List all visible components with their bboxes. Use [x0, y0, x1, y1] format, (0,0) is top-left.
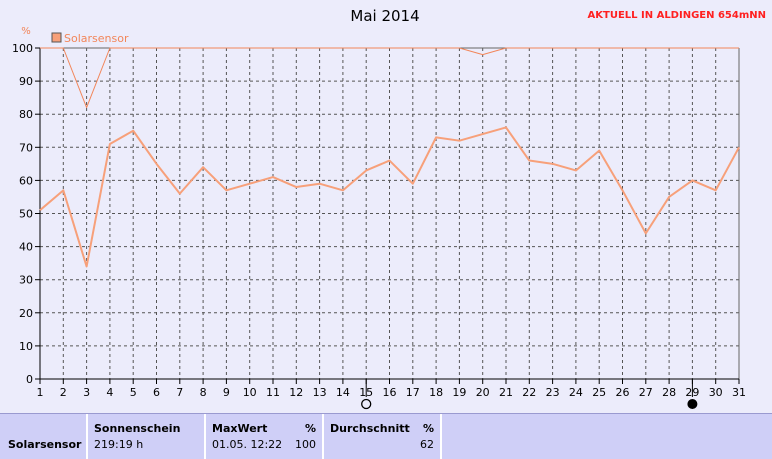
- y-tick-label: 100: [12, 42, 33, 55]
- maxwert-value: 100: [295, 438, 316, 451]
- x-tick-label: 25: [592, 386, 606, 399]
- y-tick-label: 50: [19, 208, 33, 221]
- x-tick-label: 21: [499, 386, 513, 399]
- maxwert-date: 01.05. 12:22: [212, 438, 283, 451]
- x-tick-label: 20: [476, 386, 490, 399]
- x-tick-label: 3: [83, 386, 90, 399]
- y-tick-label: 10: [19, 340, 33, 353]
- y-tick-label: 60: [19, 174, 33, 187]
- stats-row-label: Solarsensor: [8, 438, 82, 451]
- y-tick-label: 90: [19, 75, 33, 88]
- durchschnitt-unit: %: [422, 422, 434, 435]
- x-tick-label: 7: [176, 386, 183, 399]
- sonnenschein-value: 219:19 h: [94, 438, 144, 451]
- y-axis-unit: %: [21, 26, 31, 37]
- axes: 1 2 3 4 5 6 7 8 9 10 11 12 13 14 15 16 17 18 19 20 21 22 23 24 2…: [12, 42, 746, 399]
- x-tick-label: 5: [130, 386, 137, 399]
- maxwert-unit: %: [304, 422, 316, 435]
- sonnenschein-cell: Sonnenschein 219:19 h: [88, 414, 206, 459]
- y-tick-label: 20: [19, 307, 33, 320]
- new-moon-icon: [687, 399, 698, 409]
- grid: [40, 48, 739, 379]
- x-tick-label: 2: [60, 386, 67, 399]
- x-tick-label: 31: [732, 386, 746, 399]
- y-tick-label: 30: [19, 274, 33, 287]
- stats-row-label-cell: Solarsensor: [0, 414, 88, 459]
- y-tick-label: 0: [26, 373, 33, 386]
- x-tick-label: 18: [429, 386, 443, 399]
- durchschnitt-label: Durchschnitt: [330, 422, 410, 435]
- x-tick-label: 4: [106, 386, 113, 399]
- moon-markers: [361, 379, 698, 410]
- location-notice: AKTUELL IN ALDINGEN 654mNN: [588, 10, 766, 21]
- x-tick-label: 16: [383, 386, 397, 399]
- x-tick-label: 14: [336, 386, 350, 399]
- durchschnitt-cell: Durchschnitt % 62: [324, 414, 442, 459]
- stats-table: Solarsensor Sonnenschein 219:19 h MaxWer…: [0, 413, 772, 459]
- x-tick-label: 30: [709, 386, 723, 399]
- x-tick-label: 11: [266, 386, 280, 399]
- x-tick-label: 24: [569, 386, 583, 399]
- maxwert-cell: MaxWert % 01.05. 12:22 100: [206, 414, 324, 459]
- y-tick-label: 70: [19, 141, 33, 154]
- x-tick-label: 12: [289, 386, 303, 399]
- series-line-2: [40, 47, 739, 109]
- x-tick-label: 9: [223, 386, 230, 399]
- series-layer: [39, 47, 740, 268]
- sonnenschein-label: Sonnenschein: [94, 422, 181, 435]
- y-tick-label: 80: [19, 108, 33, 121]
- x-tick-label: 10: [243, 386, 257, 399]
- durchschnitt-value: 62: [420, 438, 434, 451]
- maxwert-label: MaxWert: [212, 422, 268, 435]
- x-tick-label: 19: [452, 386, 466, 399]
- full-moon-icon: [361, 398, 372, 410]
- x-tick-label: 17: [406, 386, 420, 399]
- solar-chart: Mai 2014 AKTUELL IN ALDINGEN 654mNN % So…: [12, 7, 766, 410]
- x-tick-label: 27: [639, 386, 653, 399]
- legend-swatch: [51, 32, 62, 43]
- x-tick-label: 13: [313, 386, 327, 399]
- legend-label: Solarsensor: [64, 32, 129, 45]
- y-tick-label: 40: [19, 241, 33, 254]
- chart-title: Mai 2014: [350, 7, 419, 25]
- x-tick-label: 23: [546, 386, 560, 399]
- x-tick-label: 22: [522, 386, 536, 399]
- x-tick-label: 8: [200, 386, 207, 399]
- x-tick-label: 28: [662, 386, 676, 399]
- x-tick-label: 6: [153, 386, 160, 399]
- series-line-1: [39, 126, 740, 268]
- x-tick-label: 26: [616, 386, 630, 399]
- x-tick-label: 1: [37, 386, 44, 399]
